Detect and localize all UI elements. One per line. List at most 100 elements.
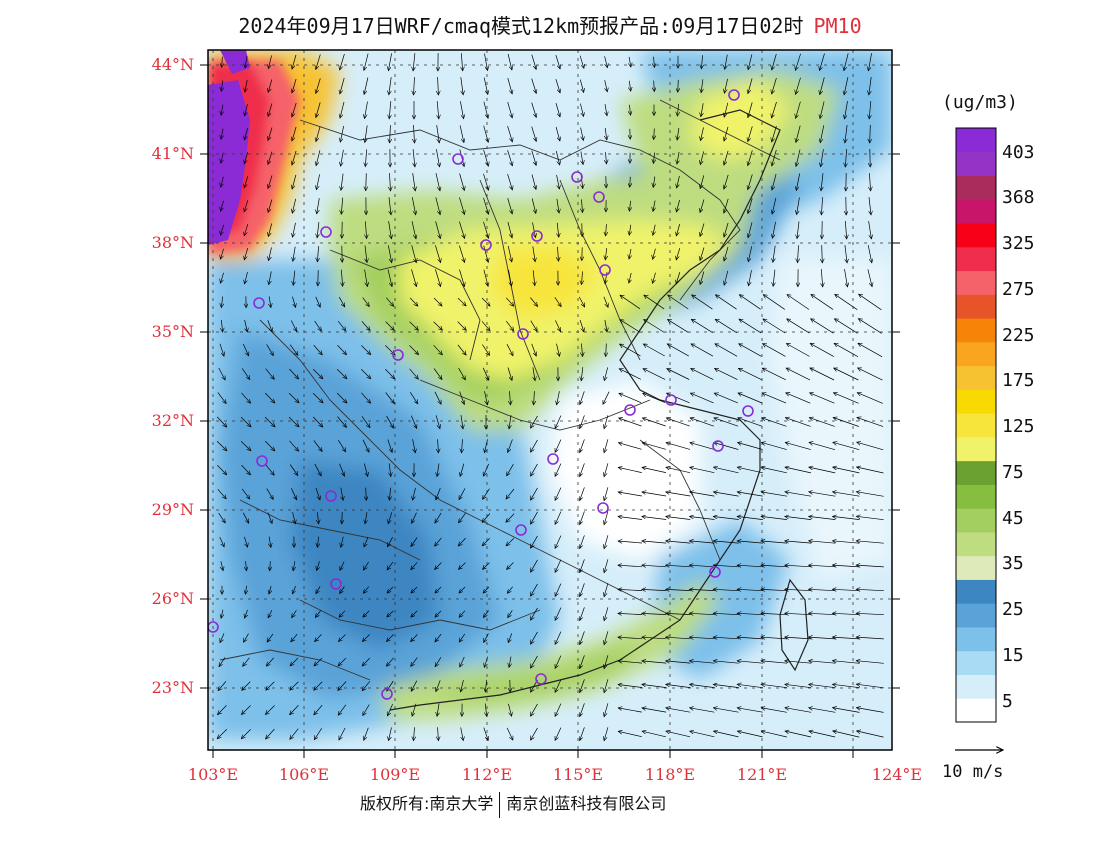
wind-vector [413, 149, 415, 167]
wind-vector [845, 148, 846, 167]
wind-vector [618, 517, 643, 520]
wind-vector [364, 53, 369, 71]
wind-vector [654, 56, 655, 68]
wind-vector [483, 149, 489, 166]
wind-vector [868, 53, 872, 71]
wind-vector [461, 415, 463, 429]
wind-vector [643, 344, 665, 357]
wind-vector [484, 656, 489, 668]
wind-vector [820, 101, 825, 118]
wind-vector [483, 197, 489, 214]
wind-vector [666, 661, 691, 664]
chart-title: 2024年09月17日WRF/cmaq模式12km预报产品:09月17日02时 P… [0, 10, 1100, 39]
wind-vector [414, 727, 415, 740]
wind-vector [642, 684, 667, 688]
wind-vector [555, 439, 562, 453]
wind-vector [701, 79, 703, 92]
wind-vector [690, 393, 714, 404]
wind-vector [435, 562, 442, 570]
wind-vector [618, 731, 642, 738]
wind-vector [268, 55, 272, 68]
wind-vector [714, 731, 739, 738]
wind-vector [869, 173, 870, 191]
wind-vector [412, 512, 417, 524]
wind-vector [619, 418, 642, 427]
wind-vector [414, 124, 415, 143]
wind-vector [579, 79, 583, 93]
wind-vector [436, 125, 440, 143]
wind-vector [341, 487, 343, 501]
wind-vector [411, 634, 418, 641]
wind-vector [580, 559, 585, 572]
lon-label-115: 115°E [552, 765, 604, 784]
wind-vector [217, 488, 226, 499]
wind-vector [483, 269, 488, 287]
wind-vector [629, 272, 631, 283]
wind-vector [217, 729, 228, 738]
wind-vector [266, 488, 274, 500]
wind-vector [605, 319, 607, 332]
wind-vector [364, 536, 369, 547]
wind-vector [581, 367, 583, 381]
wind-vector [786, 393, 811, 404]
wind-vector [459, 488, 466, 499]
wind-vector [220, 224, 224, 235]
wind-vector [459, 391, 465, 405]
wind-vector [857, 731, 884, 738]
wind-vector [412, 439, 416, 453]
wind-vector [737, 589, 763, 590]
wind-vector [385, 368, 394, 379]
wind-vector [460, 77, 463, 95]
wind-vector [809, 565, 836, 567]
wind-vector [666, 492, 691, 497]
wind-vector [531, 78, 537, 94]
wind-vector [761, 731, 787, 738]
wind-vector [507, 562, 514, 570]
wind-vector [677, 151, 679, 164]
wind-vector [264, 440, 275, 451]
city-marker [599, 264, 611, 276]
wind-vector [268, 199, 273, 213]
wind-vector [833, 731, 860, 738]
wind-vector [761, 708, 787, 713]
wind-vector [531, 703, 538, 716]
wind-vector [460, 656, 465, 667]
colorbar-segment [956, 674, 996, 699]
lat-label-32: 32°N [151, 411, 194, 430]
wind-vector [724, 150, 729, 165]
city-marker [515, 524, 527, 536]
wind-vector [389, 463, 391, 476]
wind-vector [605, 104, 607, 116]
wind-vector [531, 439, 538, 452]
wind-vector [785, 731, 812, 738]
colorbar-segment [956, 555, 996, 580]
wind-vector [507, 53, 512, 70]
colorbar-segment [956, 650, 996, 675]
wind-vector [338, 440, 345, 452]
wind-vector [390, 125, 391, 143]
wind-vector [579, 55, 584, 69]
wind-vector [605, 128, 607, 140]
wind-vector [785, 541, 812, 544]
wind-vector [606, 152, 607, 164]
wind-vector [832, 565, 860, 567]
wind-vector [713, 708, 739, 713]
wind-vector [293, 270, 295, 286]
wind-vector [785, 637, 812, 639]
wind-vector [715, 368, 738, 380]
wind-vector [362, 657, 371, 666]
wind-vector [785, 684, 812, 689]
wind-vector [268, 175, 273, 189]
wind-vector [386, 297, 393, 307]
wind-vector [701, 127, 704, 140]
wind-vector [483, 610, 489, 618]
wind-vector [483, 221, 489, 238]
lon-label-103: 103°E [187, 765, 239, 784]
colorbar-frame [955, 127, 997, 723]
wind-vector [314, 463, 321, 476]
wind-vector [761, 684, 788, 689]
wind-vector [724, 102, 729, 117]
lat-label-26: 26°N [151, 589, 194, 608]
wind-vector [532, 246, 535, 261]
wind-vector [221, 319, 222, 332]
